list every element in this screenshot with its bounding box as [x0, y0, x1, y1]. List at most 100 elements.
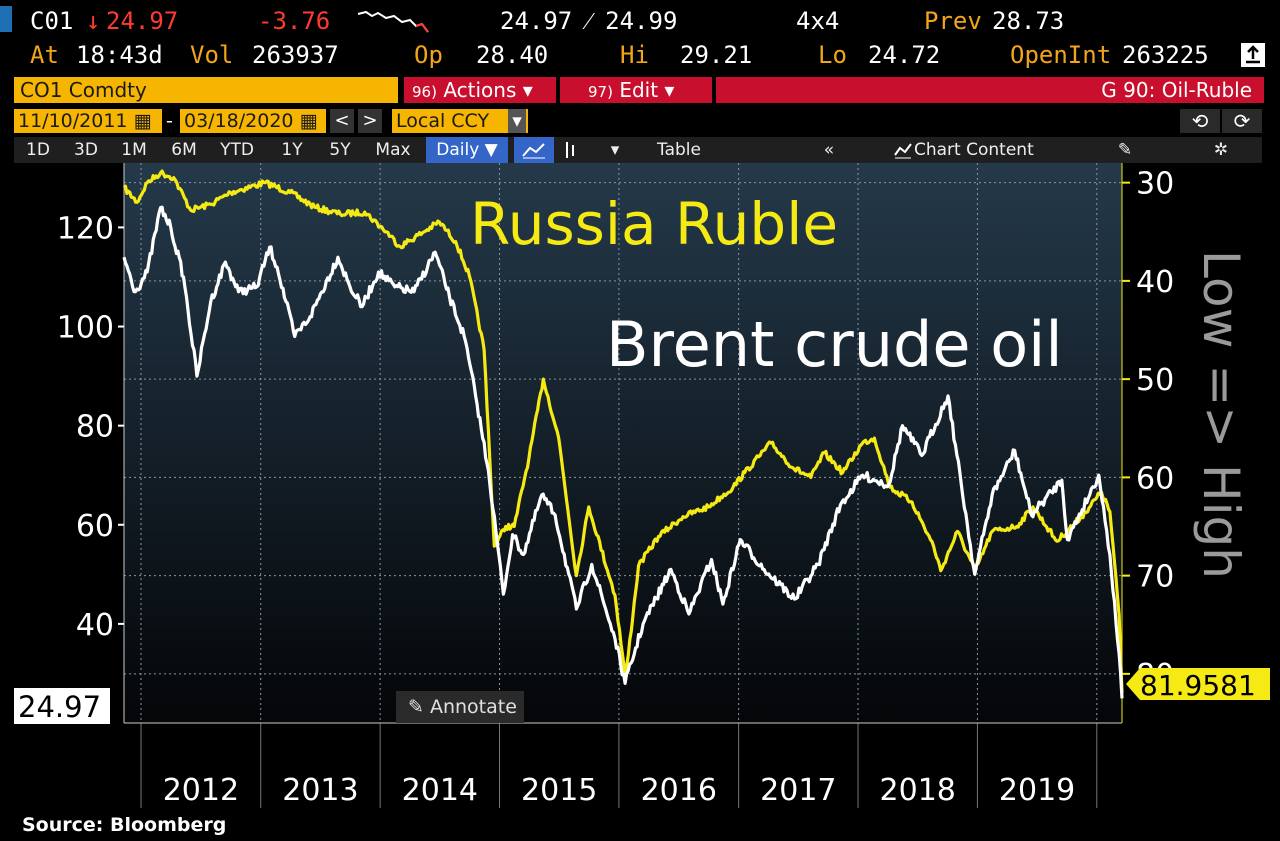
high-label: Hi	[620, 41, 649, 69]
chart-content-icon	[886, 137, 920, 163]
y-left-tick-label: 120	[57, 211, 114, 246]
date-separator: -	[166, 110, 173, 132]
collapse-button[interactable]: «	[823, 140, 835, 160]
y-right-tick-label: 30	[1136, 167, 1174, 202]
prev-close: 28.73	[992, 7, 1065, 35]
y-left-tick-label: 40	[76, 608, 114, 643]
period-toolbar: 1D 3D 1M 6M YTD 1Y 5Y Max Daily ▼ ▾ Tabl…	[14, 137, 1262, 163]
x-tick-label: 2019	[999, 773, 1075, 808]
line-chart-icon[interactable]	[514, 137, 554, 163]
y-right-tick-label: 60	[1136, 461, 1174, 496]
period-3d[interactable]: 3D	[74, 140, 98, 160]
period-6m[interactable]: 6M	[171, 140, 197, 160]
x-tick-label: 2014	[402, 773, 478, 808]
annotate-button[interactable]: ✎ Annotate	[396, 691, 524, 723]
x-tick-label: 2013	[282, 773, 358, 808]
period-max[interactable]: Max	[375, 140, 411, 160]
security-color-tag	[0, 6, 12, 32]
edit-number: 97)	[588, 83, 613, 101]
y-axis-right: 304050607080	[1121, 163, 1174, 723]
calendar-icon[interactable]: ▦	[299, 110, 318, 132]
sparkline-icon	[357, 10, 429, 33]
security-field[interactable]: CO1 Comdty	[14, 77, 398, 103]
x-tick-label: 2015	[521, 773, 597, 808]
chart-content-button[interactable]: Chart Content	[914, 140, 1034, 160]
currency-select[interactable]: Local CCY ▾	[392, 109, 528, 133]
edit-menu[interactable]: 97) Edit ▾	[560, 77, 712, 103]
period-ytd[interactable]: YTD	[220, 140, 254, 160]
y-axis-left: 40 60 80 100 120	[57, 163, 125, 723]
low-label: Lo	[818, 41, 847, 69]
prev-label: Prev	[924, 7, 982, 35]
actions-menu[interactable]: 96) Actions ▾	[404, 77, 556, 103]
table-button[interactable]: Table	[657, 140, 701, 160]
y-right-tick-label: 50	[1136, 363, 1174, 398]
source-note: Source: Bloomberg	[22, 814, 227, 836]
last-price: 24.97	[106, 7, 179, 35]
volume: 263937	[252, 41, 339, 69]
bar-chart-icon[interactable]	[556, 137, 584, 163]
end-date-input[interactable]: 03/18/2020 ▦	[180, 109, 326, 133]
actions-number: 96)	[412, 83, 437, 101]
edit-label: Edit ▾	[619, 78, 675, 102]
y-left-tick-label: 100	[57, 311, 114, 346]
period-5y[interactable]: 5Y	[329, 140, 351, 160]
last-value-right: 81.9581	[1126, 668, 1270, 702]
ruble-annotation: Russia Ruble	[470, 190, 838, 258]
y-left-tick-label: 60	[76, 509, 114, 544]
next-period-button[interactable]: >	[358, 109, 382, 133]
start-date-input[interactable]: 11/10/2011 ▦	[14, 109, 162, 133]
period-1d[interactable]: 1D	[26, 140, 50, 160]
series-line-russia-ruble	[122, 169, 1124, 694]
end-date-value: 03/18/2020	[184, 110, 294, 132]
x-tick-label: 2017	[760, 773, 836, 808]
export-icon[interactable]	[1240, 42, 1266, 68]
right-axis-title: Low => High	[1192, 250, 1250, 579]
high-price: 29.21	[680, 41, 753, 69]
net-change: -3.76	[258, 7, 331, 35]
grid-lines	[124, 163, 1122, 723]
bid-ask-size: 4x4	[796, 7, 840, 35]
chevron-down-icon[interactable]: ▾	[610, 140, 620, 160]
open-interest-label: OpenInt	[1010, 41, 1112, 69]
oil-annotation: Brent crude oil	[606, 308, 1063, 381]
bid-ask: 24.97 ⁄ 24.99	[500, 7, 678, 35]
low-price: 24.72	[868, 41, 941, 69]
x-tick-label: 2018	[880, 773, 956, 808]
gear-icon[interactable]: ✲	[1213, 140, 1229, 160]
redo-button[interactable]: ⟳	[1222, 109, 1262, 133]
y-right-tick-label: 70	[1136, 560, 1174, 595]
last-value-left-text: 24.97	[18, 690, 101, 724]
start-date-value: 11/10/2011	[18, 110, 128, 132]
y-left-tick-label: 80	[76, 410, 114, 445]
open-label: Op	[414, 41, 443, 69]
x-tick-label: 2012	[163, 773, 239, 808]
period-1y[interactable]: 1Y	[281, 140, 303, 160]
down-arrow-icon: ↓	[86, 7, 101, 35]
calendar-icon[interactable]: ▦	[133, 110, 152, 132]
period-1m[interactable]: 1M	[121, 140, 147, 160]
last-value-left: 24.97	[14, 688, 110, 724]
prev-period-button[interactable]: <	[330, 109, 354, 133]
chevron-down-icon[interactable]: ▾	[508, 109, 526, 133]
x-axis: 2012 2013 2014 2015 2016 2017 2018 2019	[124, 722, 1122, 808]
y-right-tick-label: 40	[1136, 265, 1174, 300]
ticker[interactable]: C01	[30, 7, 74, 35]
x-tick-label: 2016	[641, 773, 717, 808]
function-title: G 90: Oil-Ruble	[716, 77, 1264, 103]
actions-label: Actions ▾	[443, 78, 533, 102]
series-lines	[122, 169, 1124, 699]
open-interest: 263225	[1122, 41, 1209, 69]
currency-value: Local CCY	[396, 110, 490, 132]
edit-chart-icon[interactable]: ✎	[1117, 140, 1133, 160]
vol-label: Vol	[190, 41, 234, 69]
annotate-label: Annotate	[429, 696, 517, 718]
undo-button[interactable]: ⟲	[1180, 109, 1220, 133]
time-label: At	[30, 41, 59, 69]
pencil-icon: ✎	[408, 696, 424, 718]
frequency-select[interactable]: Daily ▼	[426, 137, 508, 163]
price-chart[interactable]: 2012 2013 2014 2015 2016 2017 2018 2019 40 60 80 1…	[0, 163, 1280, 814]
last-value-right-text: 81.9581	[1140, 669, 1256, 702]
open-price: 28.40	[476, 41, 549, 69]
quote-time: 18:43d	[76, 41, 163, 69]
